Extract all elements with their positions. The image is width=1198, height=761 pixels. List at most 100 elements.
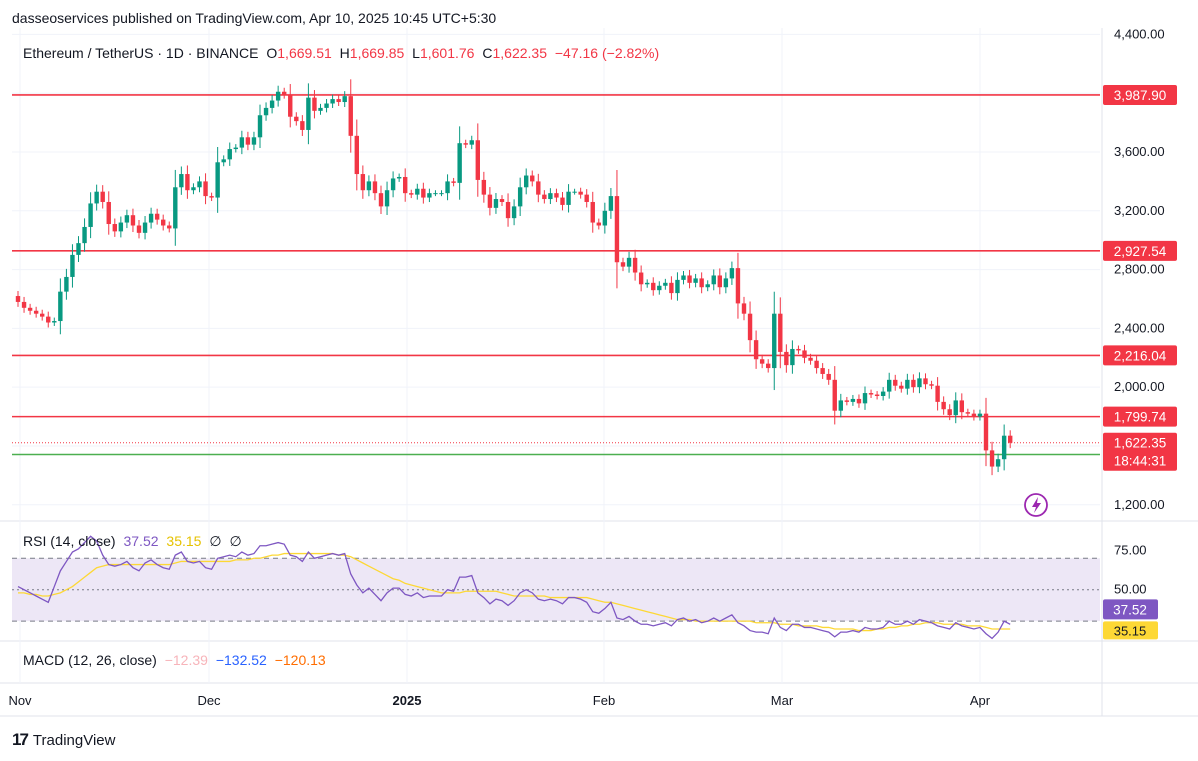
- candle-body: [584, 194, 589, 202]
- countdown-label: 18:44:31: [1114, 454, 1167, 469]
- candle-body: [58, 291, 63, 322]
- macd-legend[interactable]: MACD (12, 26, close) −12.39 −132.52 −120…: [23, 652, 330, 668]
- candle-body: [844, 400, 850, 402]
- candle-body: [753, 340, 759, 360]
- candle-body: [21, 301, 27, 308]
- candle-body: [941, 401, 946, 410]
- candle-body: [336, 99, 341, 103]
- candle-body: [983, 413, 989, 451]
- price-tick-label: 3,200.00: [1114, 203, 1165, 218]
- candle-body: [536, 181, 541, 195]
- candle-body: [294, 116, 299, 122]
- candle-body: [342, 96, 347, 103]
- candle-body: [905, 379, 910, 389]
- candle-body: [766, 363, 771, 369]
- candle-body: [808, 357, 813, 361]
- candle-body: [233, 147, 238, 150]
- candle-body: [862, 393, 868, 404]
- candle-body: [82, 226, 87, 244]
- candle-body: [566, 191, 571, 205]
- candle-body: [136, 225, 142, 233]
- candle-body: [759, 359, 765, 364]
- rsi-ma-line: [18, 552, 1011, 632]
- candle-body: [475, 140, 480, 180]
- candle-body: [94, 191, 99, 204]
- candle-body: [288, 94, 293, 117]
- rsi-value-tag-label: 37.52: [1113, 602, 1147, 617]
- candle-body: [929, 384, 934, 386]
- candle-body: [481, 179, 487, 195]
- rsi-extra-1: ∅: [209, 533, 222, 549]
- candle-body: [360, 174, 366, 191]
- candle-body: [154, 213, 160, 220]
- candle-body: [505, 201, 511, 219]
- candle-body: [826, 373, 831, 380]
- price-tick-label: 3,600.00: [1114, 144, 1165, 159]
- symbol-legend[interactable]: Ethereum / TetherUS · 1D · BINANCE O1,66…: [23, 45, 663, 61]
- candle-body: [324, 103, 329, 108]
- candle-body: [451, 181, 456, 183]
- tradingview-logo-icon: 17: [12, 730, 29, 749]
- candle-body: [687, 275, 692, 283]
- candle-body: [275, 91, 281, 101]
- rsi-ma-tag-label: 35.15: [1114, 623, 1147, 638]
- price-level-tag-label: 1,799.74: [1114, 410, 1167, 425]
- candle-body: [874, 394, 880, 396]
- macd-hist-value: −12.39: [164, 652, 208, 668]
- candle-body: [560, 197, 565, 205]
- time-tick-label: Dec: [197, 693, 221, 708]
- price-level-tag: [1103, 406, 1177, 427]
- price-tick-label: 1,200.00: [1114, 497, 1165, 512]
- candle-body: [209, 196, 214, 198]
- candle-body: [118, 222, 124, 232]
- candle-body: [935, 385, 940, 402]
- lightning-alert-icon[interactable]: [1024, 493, 1048, 517]
- candle-body: [530, 175, 535, 182]
- price-level-tag-label: 3,987.90: [1114, 88, 1167, 103]
- candle-body: [390, 178, 396, 191]
- brand-name: TradingView: [32, 731, 116, 749]
- candle-body: [227, 149, 232, 160]
- candle-body: [167, 225, 172, 229]
- candle-body: [880, 391, 886, 396]
- candle-body: [197, 181, 202, 188]
- candle-body: [100, 191, 105, 202]
- candle-body: [300, 121, 305, 130]
- macd-line-value: −132.52: [215, 652, 267, 668]
- candle-body: [735, 268, 741, 304]
- candle-body: [372, 181, 378, 194]
- time-tick-label: 2025: [393, 693, 422, 708]
- candle-body: [52, 321, 57, 323]
- candle-body: [221, 159, 226, 163]
- rsi-line: [17, 535, 1011, 640]
- candle-body: [396, 176, 402, 179]
- candle-body: [971, 413, 977, 417]
- candle-body: [112, 224, 117, 232]
- candle-body: [626, 257, 632, 267]
- price-tick-label: 4,400.00: [1114, 26, 1165, 41]
- candle-body: [947, 409, 952, 416]
- candle-body: [457, 143, 462, 183]
- candle-body: [675, 279, 680, 294]
- price-level-tag: [1103, 84, 1177, 105]
- candle-body: [64, 276, 69, 292]
- candle-body: [415, 188, 420, 195]
- candle-body: [517, 187, 523, 207]
- candle-body: [269, 100, 275, 108]
- candle-body: [469, 140, 474, 145]
- rsi-pane: [12, 535, 1100, 640]
- candle-body: [130, 215, 136, 226]
- candle-body: [348, 96, 353, 136]
- rsi-legend[interactable]: RSI (14, close) 37.52 35.15 ∅ ∅: [23, 533, 246, 550]
- candle-body: [620, 262, 626, 267]
- candle-body: [717, 275, 722, 288]
- low-value: L1,601.76: [412, 45, 475, 61]
- candle-body: [965, 412, 971, 414]
- candle-body: [554, 193, 559, 198]
- price-level-tag: [1103, 240, 1177, 261]
- candle-body: [608, 196, 614, 211]
- candle-body: [257, 115, 263, 138]
- candle-body: [917, 378, 922, 388]
- candle-body: [427, 193, 432, 198]
